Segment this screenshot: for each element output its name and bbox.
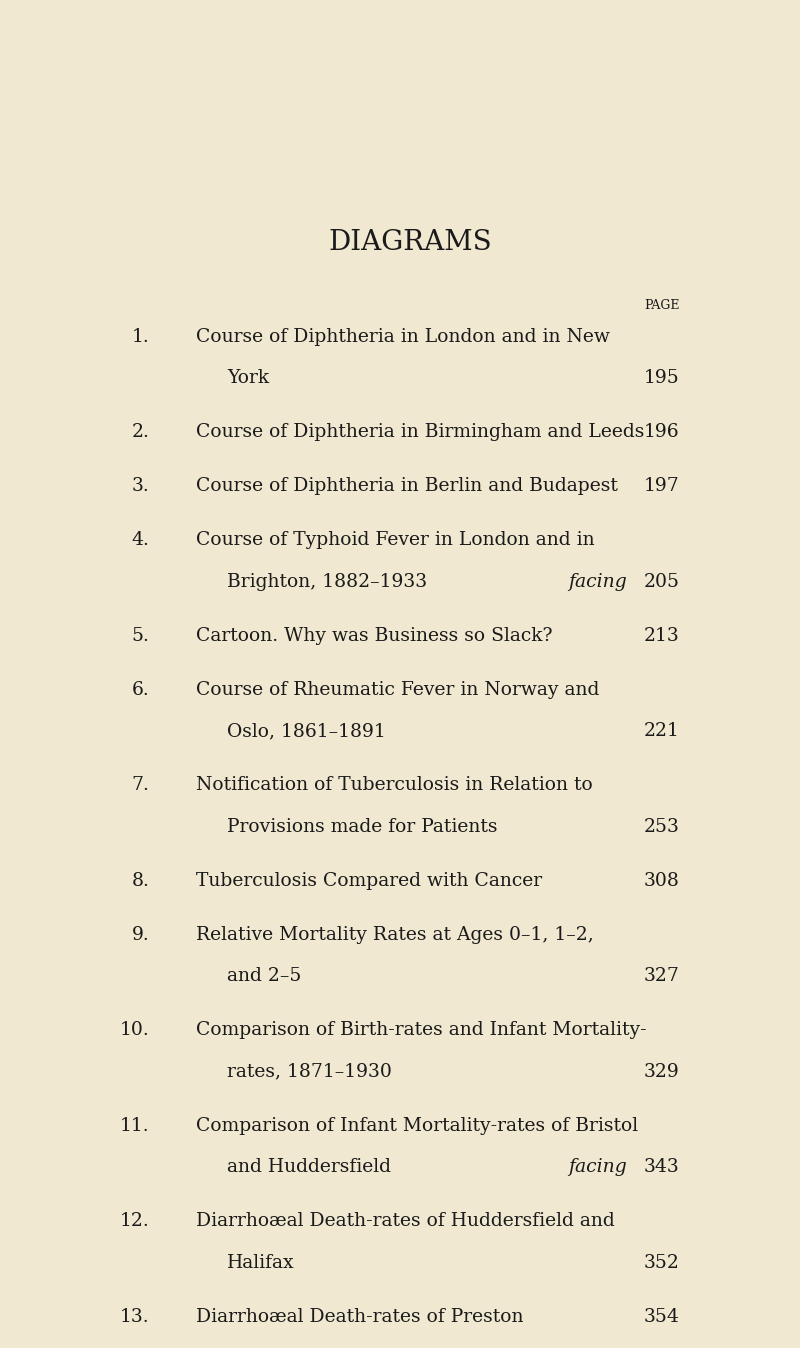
Text: DIAGRAMS: DIAGRAMS xyxy=(328,229,492,256)
Text: Diarrhoæal Death-rates of Preston: Diarrhoæal Death-rates of Preston xyxy=(196,1308,524,1325)
Text: Diarrhoæal Death-rates of Huddersfield and: Diarrhoæal Death-rates of Huddersfield a… xyxy=(196,1212,615,1231)
Text: 8.: 8. xyxy=(132,872,150,890)
Text: 195: 195 xyxy=(644,369,680,387)
Text: 221: 221 xyxy=(644,723,680,740)
Text: Course of Diphtheria in Birmingham and Leeds: Course of Diphtheria in Birmingham and L… xyxy=(196,423,645,441)
Text: Comparison of Infant Mortality-rates of Bristol: Comparison of Infant Mortality-rates of … xyxy=(196,1116,638,1135)
Text: Tuberculosis Compared with Cancer: Tuberculosis Compared with Cancer xyxy=(196,872,542,890)
Text: 9.: 9. xyxy=(132,926,150,944)
Text: Provisions made for Patients: Provisions made for Patients xyxy=(227,818,498,836)
Text: 12.: 12. xyxy=(120,1212,150,1231)
Text: 2.: 2. xyxy=(132,423,150,441)
Text: 352: 352 xyxy=(644,1254,680,1271)
Text: 3.: 3. xyxy=(132,477,150,495)
Text: York: York xyxy=(227,369,270,387)
Text: Oslo, 1861–1891: Oslo, 1861–1891 xyxy=(227,723,386,740)
Text: and Huddersfield: and Huddersfield xyxy=(227,1158,391,1177)
Text: 10.: 10. xyxy=(120,1022,150,1039)
Text: 329: 329 xyxy=(644,1062,680,1081)
Text: facing: facing xyxy=(568,1158,627,1177)
Text: Halifax: Halifax xyxy=(227,1254,294,1271)
Text: Course of Diphtheria in Berlin and Budapest: Course of Diphtheria in Berlin and Budap… xyxy=(196,477,618,495)
Text: Cartoon. Why was Business so Slack?: Cartoon. Why was Business so Slack? xyxy=(196,627,553,644)
Text: 213: 213 xyxy=(644,627,680,644)
Text: 1.: 1. xyxy=(132,328,150,346)
Text: Course of Rheumatic Fever in Norway and: Course of Rheumatic Fever in Norway and xyxy=(196,681,599,698)
Text: 13.: 13. xyxy=(120,1308,150,1325)
Text: Comparison of Birth-rates and Infant Mortality-: Comparison of Birth-rates and Infant Mor… xyxy=(196,1022,646,1039)
Text: 196: 196 xyxy=(644,423,680,441)
Text: Course of Typhoid Fever in London and in: Course of Typhoid Fever in London and in xyxy=(196,531,594,549)
Text: Relative Mortality Rates at Ages 0–1, 1–2,: Relative Mortality Rates at Ages 0–1, 1–… xyxy=(196,926,594,944)
Text: facing: facing xyxy=(568,573,627,590)
Text: Course of Diphtheria in London and in New: Course of Diphtheria in London and in Ne… xyxy=(196,328,610,346)
Text: 205: 205 xyxy=(644,573,680,590)
Text: and 2–5: and 2–5 xyxy=(227,968,302,985)
Text: 354: 354 xyxy=(644,1308,680,1325)
Text: 4.: 4. xyxy=(132,531,150,549)
Text: 197: 197 xyxy=(644,477,680,495)
Text: 11.: 11. xyxy=(120,1116,150,1135)
Text: PAGE: PAGE xyxy=(644,299,680,311)
Text: 343: 343 xyxy=(644,1158,680,1177)
Text: 6.: 6. xyxy=(132,681,150,698)
Text: 5.: 5. xyxy=(132,627,150,644)
Text: 253: 253 xyxy=(644,818,680,836)
Text: 7.: 7. xyxy=(132,776,150,794)
Text: rates, 1871–1930: rates, 1871–1930 xyxy=(227,1062,392,1081)
Text: Brighton, 1882–1933: Brighton, 1882–1933 xyxy=(227,573,427,590)
Text: 327: 327 xyxy=(644,968,680,985)
Text: 308: 308 xyxy=(644,872,680,890)
Text: Notification of Tuberculosis in Relation to: Notification of Tuberculosis in Relation… xyxy=(196,776,593,794)
